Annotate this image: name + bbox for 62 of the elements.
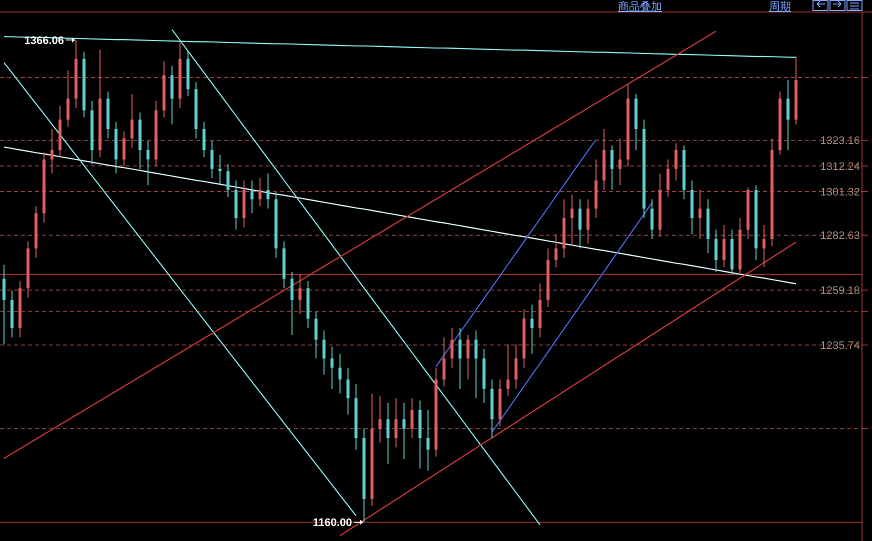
- candlestick: [346, 367, 350, 416]
- annotation: 1366.06: [24, 34, 64, 47]
- candlestick: [426, 409, 430, 472]
- candlestick: [570, 194, 574, 247]
- candlestick: [722, 224, 726, 268]
- line-series: [491, 202, 653, 433]
- candlestick: [698, 189, 702, 240]
- candlestick: [210, 140, 214, 179]
- candlestick: [202, 122, 206, 158]
- candlestick: [450, 327, 454, 368]
- candlestick: [506, 344, 510, 396]
- candlestick: [250, 180, 254, 214]
- candlestick: [650, 198, 654, 240]
- line-series: [3, 30, 717, 459]
- candlestick: [146, 140, 150, 186]
- candlestick: [554, 234, 558, 268]
- candlestick: [394, 398, 398, 448]
- candlestick: [458, 327, 462, 390]
- candlestick: [258, 178, 262, 207]
- candlestick: [610, 144, 614, 190]
- y-tick-label: 1301.32: [820, 186, 860, 198]
- line-series: [3, 146, 797, 284]
- y-tick-label: 1312.24: [820, 160, 860, 173]
- candlestick: [674, 142, 678, 182]
- candlestick: [266, 173, 270, 210]
- y-tick-label: 1235.74: [820, 340, 860, 352]
- annotation: 周期: [769, 1, 791, 13]
- candlestick: [442, 336, 446, 388]
- candlestick: [666, 158, 670, 198]
- candlestick: [50, 128, 54, 174]
- line-series: [435, 138, 597, 368]
- candlestick: [378, 395, 382, 444]
- candlestick: [330, 346, 334, 390]
- candlestick: [714, 229, 718, 272]
- candlestick: [586, 198, 590, 244]
- candlestick: [786, 79, 790, 151]
- candlestick: [410, 398, 414, 439]
- candlestick: [386, 402, 390, 464]
- candlestick: [338, 353, 342, 394]
- candlestick: [530, 304, 534, 354]
- candlestick: [290, 271, 294, 336]
- candlestick: [298, 274, 302, 314]
- candlestick: [226, 164, 230, 198]
- candlestick: [466, 334, 470, 380]
- candlestick: [2, 264, 6, 345]
- candlestick: [514, 344, 518, 390]
- annotation: 商品叠加: [618, 0, 662, 13]
- candlestick: [66, 70, 70, 128]
- y-tick-label: 1323.16: [820, 135, 860, 148]
- candlestick: [474, 330, 478, 399]
- candlestick: [314, 311, 318, 359]
- candlestick: [322, 330, 326, 376]
- candlestick: [618, 138, 622, 186]
- candlestick: [762, 224, 766, 268]
- y-tick-label: 1282.63: [820, 230, 860, 242]
- y-tick-label: 1259.18: [820, 284, 860, 297]
- candlestick: [402, 402, 406, 460]
- candlestick: [122, 130, 126, 167]
- candlestick: [578, 198, 582, 249]
- candlestick: [130, 93, 134, 148]
- candlestick: [170, 65, 174, 125]
- line-series: [3, 62, 357, 516]
